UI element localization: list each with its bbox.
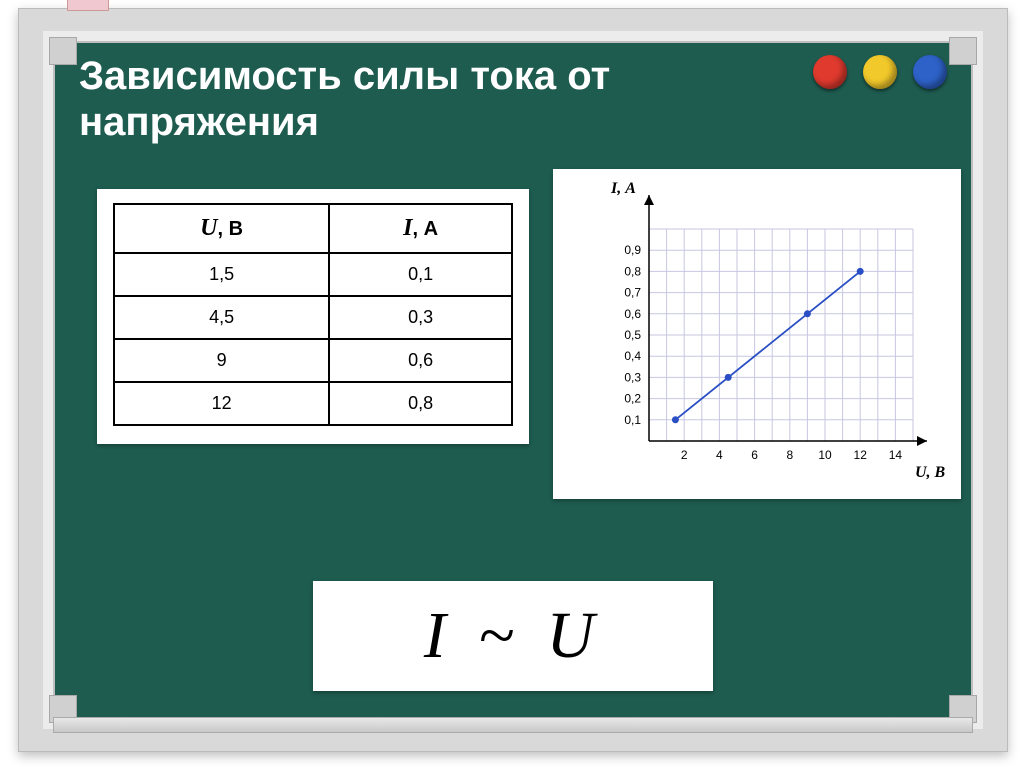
svg-text:14: 14 xyxy=(889,448,903,462)
magnet-blue xyxy=(913,55,947,89)
svg-text:12: 12 xyxy=(854,448,868,462)
corner-bracket xyxy=(49,37,77,65)
svg-text:0,6: 0,6 xyxy=(624,307,641,321)
table-cell: 1,5 xyxy=(114,253,329,296)
svg-text:0,7: 0,7 xyxy=(624,286,641,300)
table-row: 90,6 xyxy=(114,339,512,382)
table-header: U, В xyxy=(114,204,329,253)
svg-text:0,9: 0,9 xyxy=(624,243,641,257)
svg-text:0,5: 0,5 xyxy=(624,328,641,342)
svg-text:4: 4 xyxy=(716,448,723,462)
formula-text: I ~ U xyxy=(424,598,602,674)
svg-text:0,2: 0,2 xyxy=(624,392,641,406)
data-table-card: U, ВI, А 1,50,14,50,390,6120,8 xyxy=(97,189,529,444)
table-cell: 0,3 xyxy=(329,296,512,339)
line-chart: 0,1 0,2 0,3 0,4 0,5 0,6 0,7 0,8 0,9 2 4 6 8 10 12 14 I, … xyxy=(553,169,961,499)
magnet-yellow xyxy=(863,55,897,89)
svg-text:0,1: 0,1 xyxy=(624,413,641,427)
slide-title: Зависимость силы тока от напряжения xyxy=(79,53,853,145)
marker-shelf xyxy=(53,717,973,733)
table-row: 120,8 xyxy=(114,382,512,425)
svg-text:8: 8 xyxy=(786,448,793,462)
table-header: I, А xyxy=(329,204,512,253)
svg-text:6: 6 xyxy=(751,448,758,462)
decor-tab xyxy=(67,0,109,11)
table-cell: 12 xyxy=(114,382,329,425)
svg-text:U, В: U, В xyxy=(915,464,946,481)
table-row: 1,50,1 xyxy=(114,253,512,296)
svg-text:2: 2 xyxy=(681,448,688,462)
svg-text:0,4: 0,4 xyxy=(624,349,641,363)
svg-text:10: 10 xyxy=(818,448,832,462)
table-cell: 4,5 xyxy=(114,296,329,339)
svg-text:0,8: 0,8 xyxy=(624,264,641,278)
table-row: 4,50,3 xyxy=(114,296,512,339)
magnet-red xyxy=(813,55,847,89)
formula-card: I ~ U xyxy=(313,581,713,691)
svg-text:I, А: I, А xyxy=(610,180,636,197)
data-table: U, ВI, А 1,50,14,50,390,6120,8 xyxy=(113,203,513,426)
chart-card: 0,1 0,2 0,3 0,4 0,5 0,6 0,7 0,8 0,9 2 4 6 8 10 12 14 I, … xyxy=(553,169,961,499)
table-cell: 0,1 xyxy=(329,253,512,296)
corner-bracket xyxy=(949,37,977,65)
table-cell: 9 xyxy=(114,339,329,382)
whiteboard-frame: Зависимость силы тока от напряжения U, В… xyxy=(18,8,1008,752)
table-cell: 0,6 xyxy=(329,339,512,382)
table-cell: 0,8 xyxy=(329,382,512,425)
svg-text:0,3: 0,3 xyxy=(624,370,641,384)
magnets-group xyxy=(813,55,947,89)
whiteboard-surface: Зависимость силы тока от напряжения U, В… xyxy=(43,31,983,729)
